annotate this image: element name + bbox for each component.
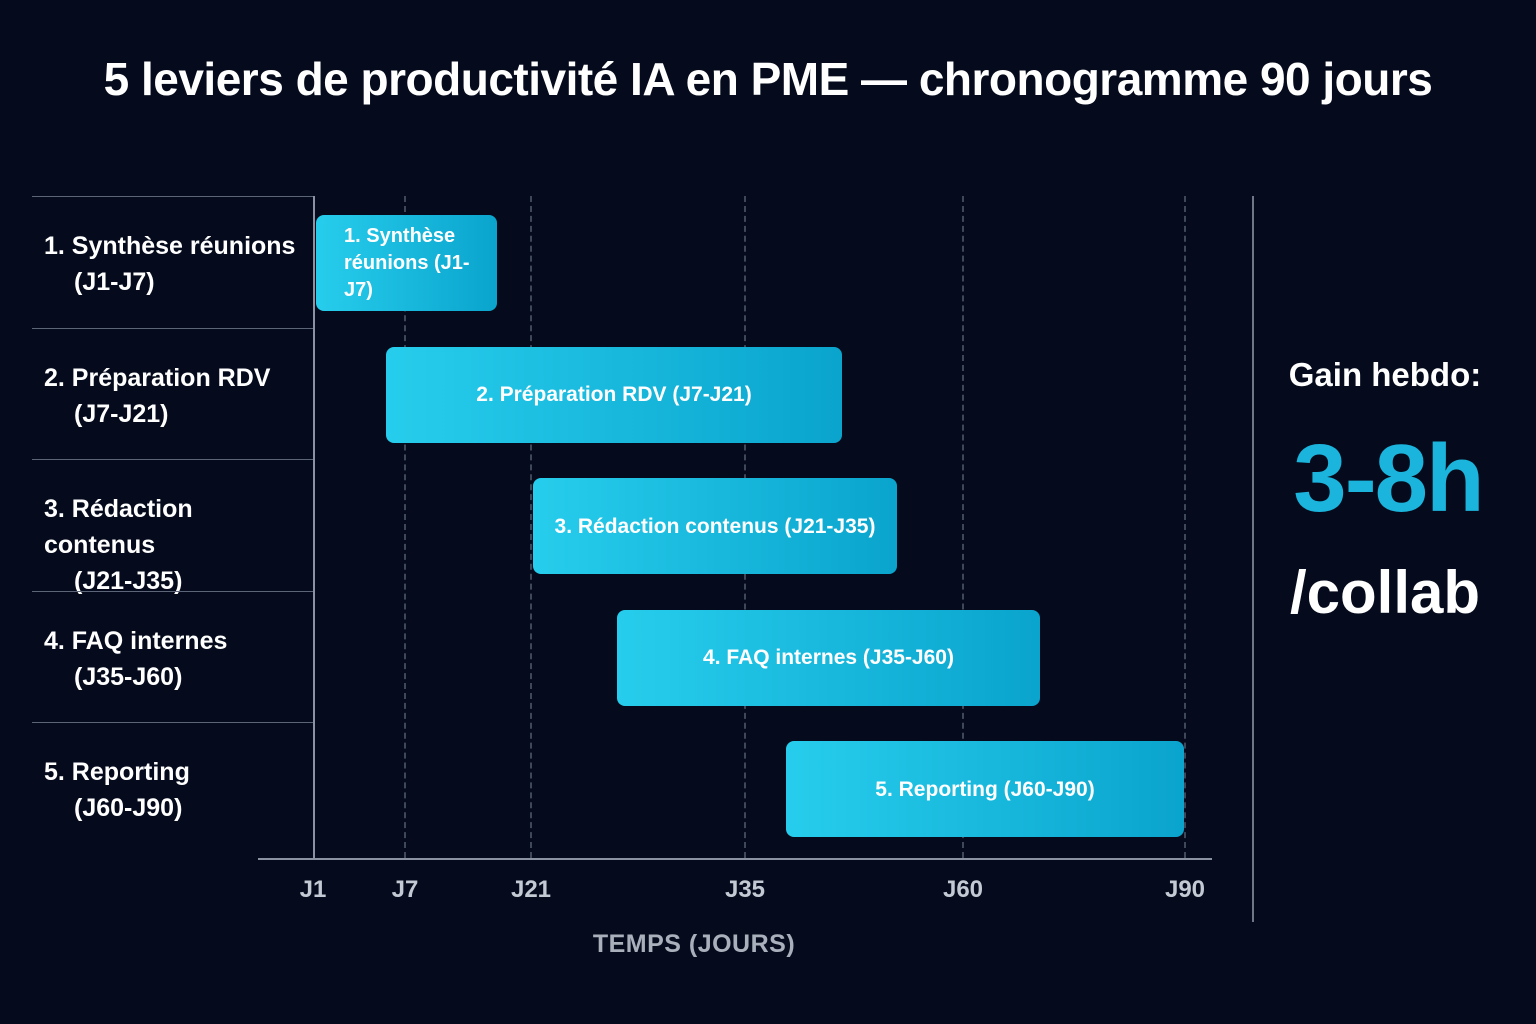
row-label: 5. Reporting (J60-J90) [44, 754, 309, 826]
row-separator [32, 459, 313, 460]
row-label-line2: (J21-J35) [74, 567, 183, 595]
row-label-line1: 4. FAQ internes [44, 626, 228, 655]
x-tick-label: J1 [299, 876, 327, 903]
gain-label: Gain hebdo: [1288, 356, 1482, 393]
row-separator [32, 722, 313, 723]
gantt-bar: 5. Reporting (J60-J90) [786, 741, 1184, 837]
gantt-bar: 4. FAQ internes (J35-J60) [617, 609, 1040, 706]
gain-unit: /collab [1289, 559, 1481, 626]
gantt-bar-label: 2. Préparation RDV (J7-J21) [476, 383, 752, 406]
row-label-line1: 2. Préparation RDV [44, 363, 271, 392]
x-tick-label: J21 [510, 876, 552, 903]
chart-title: 5 leviers de productivité IA en PME — ch… [103, 53, 1433, 105]
gain-value: 3-8h [1293, 425, 1484, 532]
y-axis-line [313, 196, 315, 860]
grid-line [1184, 196, 1186, 858]
row-label: 1. Synthèse réunions (J1-J7) [44, 228, 309, 300]
row-label-line1: 5. Reporting [44, 758, 190, 786]
row-label-line2: (J1-J7) [74, 268, 155, 296]
row-label: 2. Préparation RDV (J7-J21) [44, 360, 309, 432]
gantt-bar-label: 4. FAQ internes (J35-J60) [703, 646, 954, 669]
x-tick-label: J35 [724, 876, 766, 903]
x-tick-label: J7 [391, 876, 419, 903]
panel-divider [1252, 196, 1254, 922]
row-label-line2: (J35-J60) [74, 662, 183, 691]
row-label: 4. FAQ internes (J35-J60) [44, 623, 309, 695]
gantt-bar: 3. Rédaction contenus (J21-J35) [533, 478, 897, 574]
grid-line [962, 196, 964, 858]
gantt-bar: 2. Préparation RDV (J7-J21) [386, 346, 842, 443]
row-label-line2: (J7-J21) [74, 399, 169, 428]
x-tick-label: J60 [942, 876, 984, 903]
grid-line [530, 196, 532, 858]
row-separator [32, 196, 313, 197]
gantt-bar: 1. Synthèse réunions (J1-J7) [316, 215, 497, 311]
row-separator [32, 590, 313, 592]
x-axis-line [258, 858, 1212, 860]
row-label-line2: (J60-J90) [74, 794, 183, 822]
row-label-line1: 3. Rédaction contenus [44, 495, 193, 559]
gantt-bar-label: 5. Reporting (J60-J90) [875, 777, 1095, 801]
row-label-line1: 1. Synthèse réunions [44, 232, 296, 260]
gantt-bar-label: 3. Rédaction contenus (J21-J35) [554, 514, 876, 538]
x-axis-title: TEMPS (JOURS) [592, 930, 796, 958]
row-label: 3. Rédaction contenus (J21-J35) [44, 491, 309, 599]
x-tick-label: J90 [1164, 876, 1206, 903]
gantt-bar-label: 1. Synthèse réunions (J1-J7) [344, 224, 470, 301]
grid-line [404, 196, 406, 858]
row-separator [32, 327, 313, 329]
